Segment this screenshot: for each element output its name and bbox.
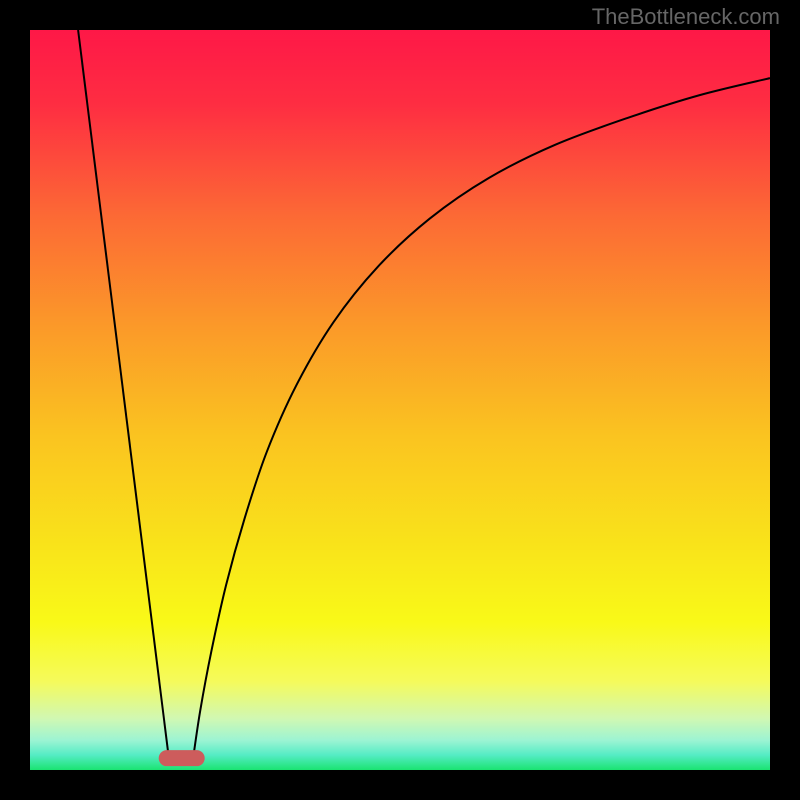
bottleneck-chart	[0, 0, 800, 800]
chart-container: TheBottleneck.com	[0, 0, 800, 800]
watermark-text: TheBottleneck.com	[592, 4, 780, 30]
plot-background	[30, 30, 770, 770]
marker-pill	[159, 750, 205, 766]
